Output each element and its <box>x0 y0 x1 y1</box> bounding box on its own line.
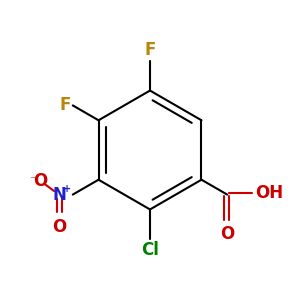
Text: F: F <box>60 96 71 114</box>
Text: F: F <box>144 41 156 59</box>
Text: +: + <box>63 184 71 194</box>
Text: O: O <box>33 172 47 190</box>
Text: O: O <box>52 218 67 236</box>
Text: N: N <box>52 186 66 204</box>
Text: OH: OH <box>256 184 284 202</box>
Text: Cl: Cl <box>141 241 159 259</box>
Text: O: O <box>220 225 234 243</box>
Text: ⁻: ⁻ <box>29 176 35 186</box>
